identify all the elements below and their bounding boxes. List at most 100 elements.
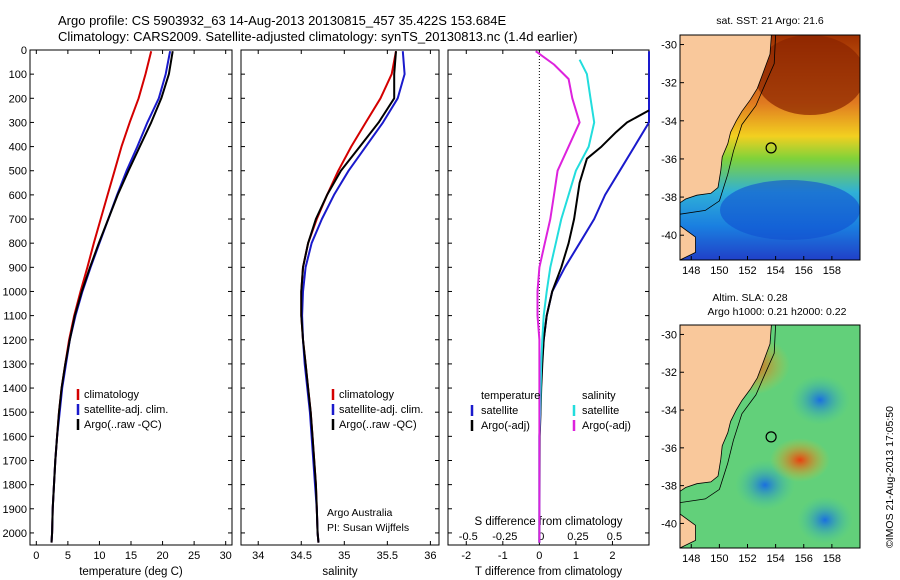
map-xtick-label: 158 <box>823 553 841 565</box>
ytick-label: 2000 <box>3 528 27 540</box>
map-ytick-label: -38 <box>661 481 677 493</box>
sst-warm-core <box>755 35 860 115</box>
xtick-label: 35 <box>338 550 350 562</box>
xtick-s-label: 0.25 <box>567 531 588 543</box>
map-xtick-label: 150 <box>710 265 728 277</box>
legend-label: climatology <box>339 389 395 401</box>
axes-box-difference <box>447 49 650 546</box>
argo-location-marker <box>765 142 777 154</box>
ytick-label: 600 <box>9 190 27 202</box>
legend-label: Argo(-adj) <box>582 420 631 432</box>
map-field-sst <box>680 35 860 260</box>
legend-title-salinity: salinity <box>582 390 616 402</box>
ytick-label: 800 <box>9 238 27 250</box>
xlabel-temperature: temperature (deg C) <box>79 566 183 578</box>
land-mask <box>680 325 772 492</box>
header-title-line2: Climatology: CARS2009. Satellite-adjuste… <box>58 29 578 44</box>
map-ytick-label: -36 <box>661 154 677 166</box>
xtick-label: 34 <box>252 550 264 562</box>
xtick-label: 0 <box>536 550 542 562</box>
map-ytick-label: -40 <box>661 230 677 242</box>
sla-low <box>790 375 850 425</box>
xtick-label: 15 <box>125 550 137 562</box>
xtick-label: 25 <box>188 550 200 562</box>
land-mask-south <box>680 513 696 548</box>
map-ytick-label: -32 <box>661 367 677 379</box>
argo-location-marker <box>765 431 777 443</box>
xtick-s-label: -0.25 <box>492 531 517 543</box>
xtick-label: 20 <box>156 550 168 562</box>
series-satellite-adj-clim- <box>50 51 172 543</box>
ytick-label: 300 <box>9 117 27 129</box>
legend-label: Argo(-adj) <box>481 420 530 432</box>
map-frame <box>679 324 861 549</box>
xlabel-top: S difference from climatology <box>474 516 622 528</box>
series-climatology <box>50 50 153 543</box>
map-ytick-label: -32 <box>661 78 677 90</box>
legend-label: Argo(..raw -QC) <box>84 419 162 431</box>
series-salinity-argo-adj- <box>535 50 581 543</box>
ytick-label: 400 <box>9 142 27 154</box>
map-xtick-label: 150 <box>710 553 728 565</box>
xlabel-difference: T difference from climatology <box>475 566 622 578</box>
legend-label: satellite-adj. clim. <box>339 404 423 416</box>
map-ytick-label: -40 <box>661 518 677 530</box>
xtick-s-label: 0.5 <box>607 531 622 543</box>
panel-difference: -2 -1 0 1 2 -0.5 -0.25 0 0.25 0.5 S difference fro… <box>447 49 650 578</box>
xtick-s-label: -0.5 <box>459 531 478 543</box>
series-argo-raw-qc- <box>50 51 174 543</box>
ytick-label: 1100 <box>3 311 27 323</box>
ytick-label: 200 <box>9 93 27 105</box>
axes-box-temperature <box>29 49 233 546</box>
map-bottom-title-line1: Altim. SLA: 0.28 <box>712 292 787 304</box>
land-mask <box>680 35 772 204</box>
map-xtick-label: 148 <box>682 553 700 565</box>
legend-label: satellite <box>481 405 518 417</box>
shelf-contour <box>680 35 776 215</box>
sst-cold-band <box>720 180 860 240</box>
map-xtick-label: 154 <box>766 265 784 277</box>
series-temperature-argo-adj- <box>538 109 650 543</box>
legend-label: satellite <box>582 405 619 417</box>
ytick-label: 0 <box>21 45 27 57</box>
ytick-label: 700 <box>9 214 27 226</box>
shelf-contour <box>680 325 776 503</box>
map-frame <box>679 34 861 261</box>
xtick-label: 5 <box>65 550 71 562</box>
annotation-line2: PI: Susan Wijffels <box>327 522 409 534</box>
map-xtick-label: 154 <box>766 553 784 565</box>
legend-label: climatology <box>84 389 140 401</box>
map-xtick-label: 152 <box>738 553 756 565</box>
xlabel-salinity: salinity <box>322 566 357 578</box>
sla-low <box>797 496 853 544</box>
map-sla: 148 150 152 154 156 158 -30 -32 -34 -36 -38 -40 <box>661 324 861 565</box>
map-ytick-label: -38 <box>661 192 677 204</box>
xtick-label: -2 <box>461 550 471 562</box>
map-ytick-label: -30 <box>661 329 677 341</box>
ytick-label: 1200 <box>3 335 27 347</box>
series-argo-raw-qc- <box>300 51 397 543</box>
map-field-sla <box>680 325 860 548</box>
sla-high <box>770 438 830 482</box>
legend-label: Argo(..raw -QC) <box>339 419 417 431</box>
ytick-label: 1400 <box>3 383 27 395</box>
map-xtick-label: 152 <box>738 265 756 277</box>
xtick-label: 10 <box>93 550 105 562</box>
ytick-label: 100 <box>9 69 27 81</box>
ytick-label: 500 <box>9 166 27 178</box>
xtick-label: 36 <box>424 550 436 562</box>
panel-temperature: 0100200300400500600700800900100011001200… <box>3 45 233 578</box>
xtick-label: 2 <box>609 550 615 562</box>
map-ytick-label: -34 <box>661 405 677 417</box>
map-ytick-label: -34 <box>661 116 677 128</box>
map-sst: 148 150 152 154 156 158 -30 -32 -34 -36 -38 -40 <box>661 34 861 277</box>
map-xtick-label: 156 <box>795 265 813 277</box>
ytick-label: 1300 <box>3 359 27 371</box>
ytick-label: 900 <box>9 262 27 274</box>
land-mask-south <box>680 225 696 260</box>
series-satellite-adj-clim- <box>301 51 406 543</box>
ytick-label: 1800 <box>3 480 27 492</box>
annotation-line1: Argo Australia <box>327 507 393 519</box>
xtick-label: 0 <box>33 550 39 562</box>
